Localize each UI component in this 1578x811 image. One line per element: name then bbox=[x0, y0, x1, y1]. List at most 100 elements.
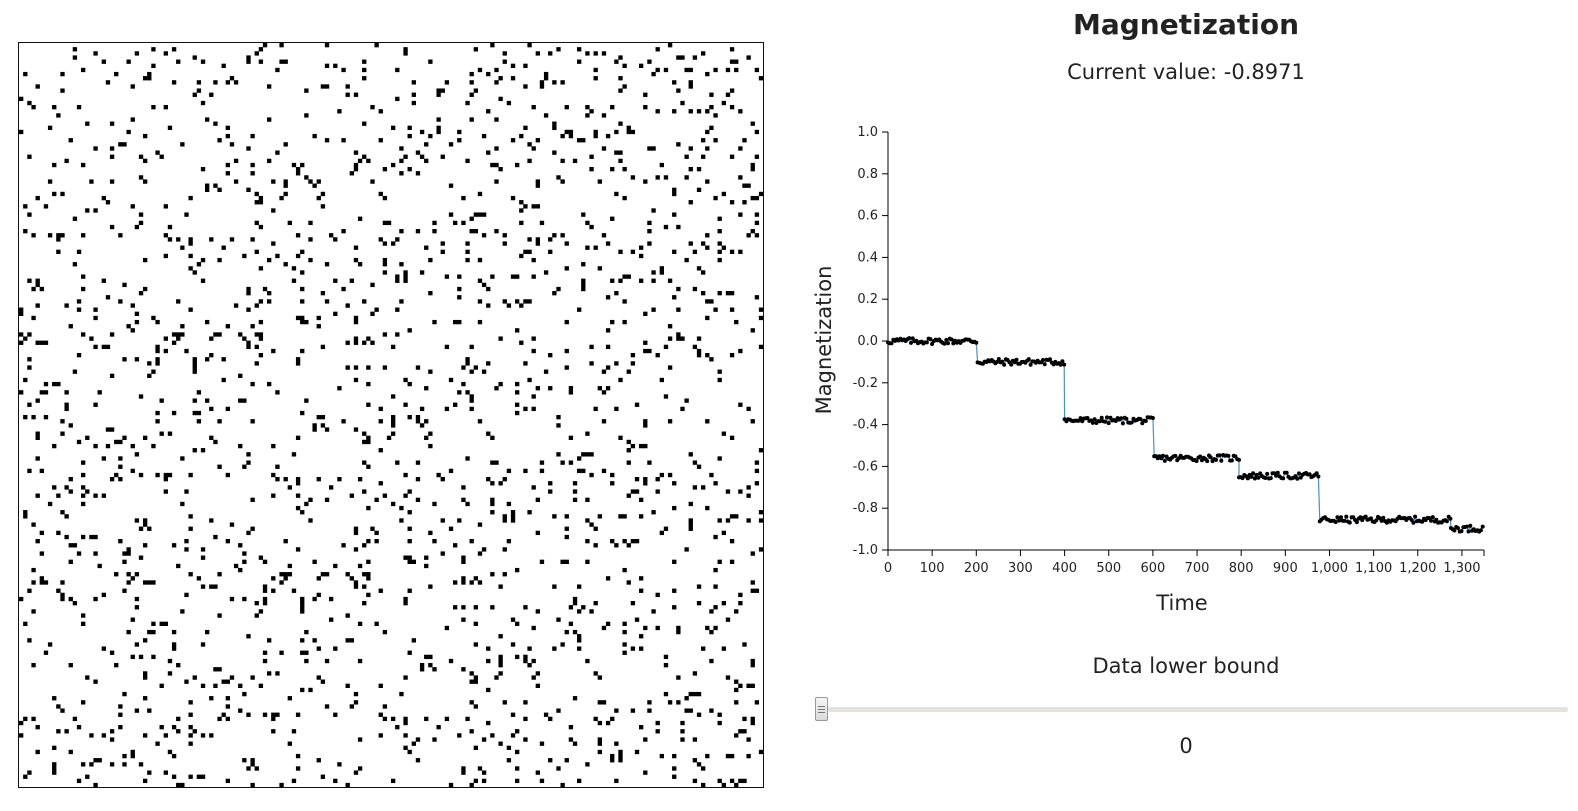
down-spin-cell bbox=[692, 758, 698, 763]
down-spin-cell bbox=[622, 195, 627, 201]
down-spin-cell bbox=[676, 224, 681, 230]
y-tick-label: 0.4 bbox=[857, 250, 878, 265]
data-point bbox=[1284, 470, 1289, 475]
down-spin-cell bbox=[357, 658, 363, 664]
down-spin-cell bbox=[477, 257, 483, 263]
down-spin-cell bbox=[589, 224, 594, 230]
down-spin-cell bbox=[324, 43, 330, 48]
down-spin-cell bbox=[572, 601, 578, 606]
down-spin-cell bbox=[60, 580, 65, 585]
down-spin-cell bbox=[709, 125, 714, 130]
down-spin-cell bbox=[758, 448, 763, 453]
down-spin-cell bbox=[23, 510, 28, 515]
down-spin-cell bbox=[717, 720, 722, 726]
down-spin-cell bbox=[717, 257, 722, 263]
down-spin-cell bbox=[52, 162, 57, 168]
down-spin-cell bbox=[750, 195, 755, 201]
down-spin-cell bbox=[353, 315, 359, 321]
down-spin-cell bbox=[560, 642, 565, 647]
down-spin-cell bbox=[639, 634, 644, 639]
spin-lattice[interactable] bbox=[18, 42, 764, 788]
down-spin-cell bbox=[250, 497, 255, 502]
down-spin-cell bbox=[564, 559, 569, 564]
data-point bbox=[1374, 518, 1379, 523]
down-spin-cell bbox=[333, 311, 338, 316]
down-spin-cell bbox=[663, 663, 669, 668]
down-spin-cell bbox=[424, 158, 429, 164]
down-spin-cell bbox=[684, 398, 689, 403]
down-spin-cell bbox=[742, 778, 747, 784]
data-lower-bound-slider-handle[interactable] bbox=[815, 697, 828, 721]
down-spin-cell bbox=[572, 489, 578, 494]
down-spin-cell bbox=[498, 76, 503, 81]
down-spin-cell bbox=[758, 518, 763, 523]
down-spin-cell bbox=[515, 729, 520, 734]
down-spin-cell bbox=[655, 720, 660, 726]
down-spin-cell bbox=[490, 435, 495, 440]
down-spin-cell bbox=[391, 125, 396, 130]
down-spin-cell bbox=[614, 708, 619, 713]
data-point bbox=[1240, 476, 1245, 481]
down-spin-cell bbox=[209, 435, 214, 440]
down-spin-cell bbox=[481, 778, 487, 784]
data-point bbox=[909, 340, 913, 345]
down-spin-cell bbox=[630, 601, 636, 606]
down-spin-cell bbox=[143, 133, 148, 139]
data-lower-bound-slider-track[interactable] bbox=[828, 707, 1568, 712]
down-spin-cell bbox=[233, 158, 239, 164]
lattice-canvas[interactable] bbox=[19, 43, 763, 787]
down-spin-cell bbox=[465, 100, 470, 106]
down-spin-cell bbox=[382, 241, 388, 246]
down-spin-cell bbox=[432, 220, 437, 226]
down-spin-cell bbox=[295, 315, 301, 321]
down-spin-cell bbox=[378, 109, 383, 114]
down-spin-cell bbox=[523, 406, 528, 412]
down-spin-cell bbox=[246, 291, 251, 296]
down-spin-cell bbox=[535, 138, 540, 143]
down-spin-cell bbox=[738, 402, 743, 407]
down-spin-cell bbox=[324, 572, 330, 577]
down-spin-cell bbox=[506, 539, 512, 544]
down-spin-cell bbox=[295, 357, 301, 362]
down-spin-cell bbox=[362, 601, 367, 606]
down-spin-cell bbox=[601, 233, 607, 238]
data-point bbox=[949, 337, 954, 342]
down-spin-cell bbox=[432, 667, 437, 672]
down-spin-cell bbox=[122, 551, 127, 556]
down-spin-cell bbox=[734, 782, 739, 787]
down-spin-cell bbox=[589, 109, 594, 114]
down-spin-cell bbox=[742, 138, 747, 143]
down-spin-cell bbox=[403, 733, 408, 738]
down-spin-cell bbox=[411, 100, 416, 106]
down-spin-cell bbox=[444, 274, 450, 279]
down-spin-cell bbox=[295, 253, 301, 259]
down-spin-cell bbox=[188, 733, 193, 738]
down-spin-cell bbox=[76, 307, 82, 312]
down-spin-cell bbox=[461, 667, 466, 672]
down-spin-cell bbox=[750, 588, 755, 593]
down-spin-cell bbox=[688, 708, 693, 713]
down-spin-cell bbox=[258, 47, 264, 52]
data-point bbox=[1344, 514, 1349, 519]
down-spin-cell bbox=[171, 646, 177, 651]
down-spin-cell bbox=[750, 551, 755, 556]
down-spin-cell bbox=[267, 291, 272, 296]
data-point bbox=[1256, 475, 1261, 480]
x-tick-label: 400 bbox=[1052, 561, 1077, 576]
down-spin-cell bbox=[448, 377, 454, 383]
down-spin-cell bbox=[378, 481, 383, 486]
down-spin-cell bbox=[415, 150, 421, 155]
down-spin-cell bbox=[130, 328, 135, 333]
down-spin-cell bbox=[159, 398, 164, 403]
down-spin-cell bbox=[469, 539, 474, 544]
down-spin-cell bbox=[105, 443, 111, 449]
down-spin-cell bbox=[262, 559, 268, 564]
down-spin-cell bbox=[76, 299, 82, 304]
down-spin-cell bbox=[143, 257, 148, 263]
down-spin-cell bbox=[159, 431, 164, 436]
down-spin-cell bbox=[428, 663, 433, 668]
down-spin-cell bbox=[81, 534, 86, 540]
down-spin-cell bbox=[419, 423, 425, 428]
down-spin-cell bbox=[519, 303, 524, 308]
down-spin-cell bbox=[118, 712, 123, 717]
